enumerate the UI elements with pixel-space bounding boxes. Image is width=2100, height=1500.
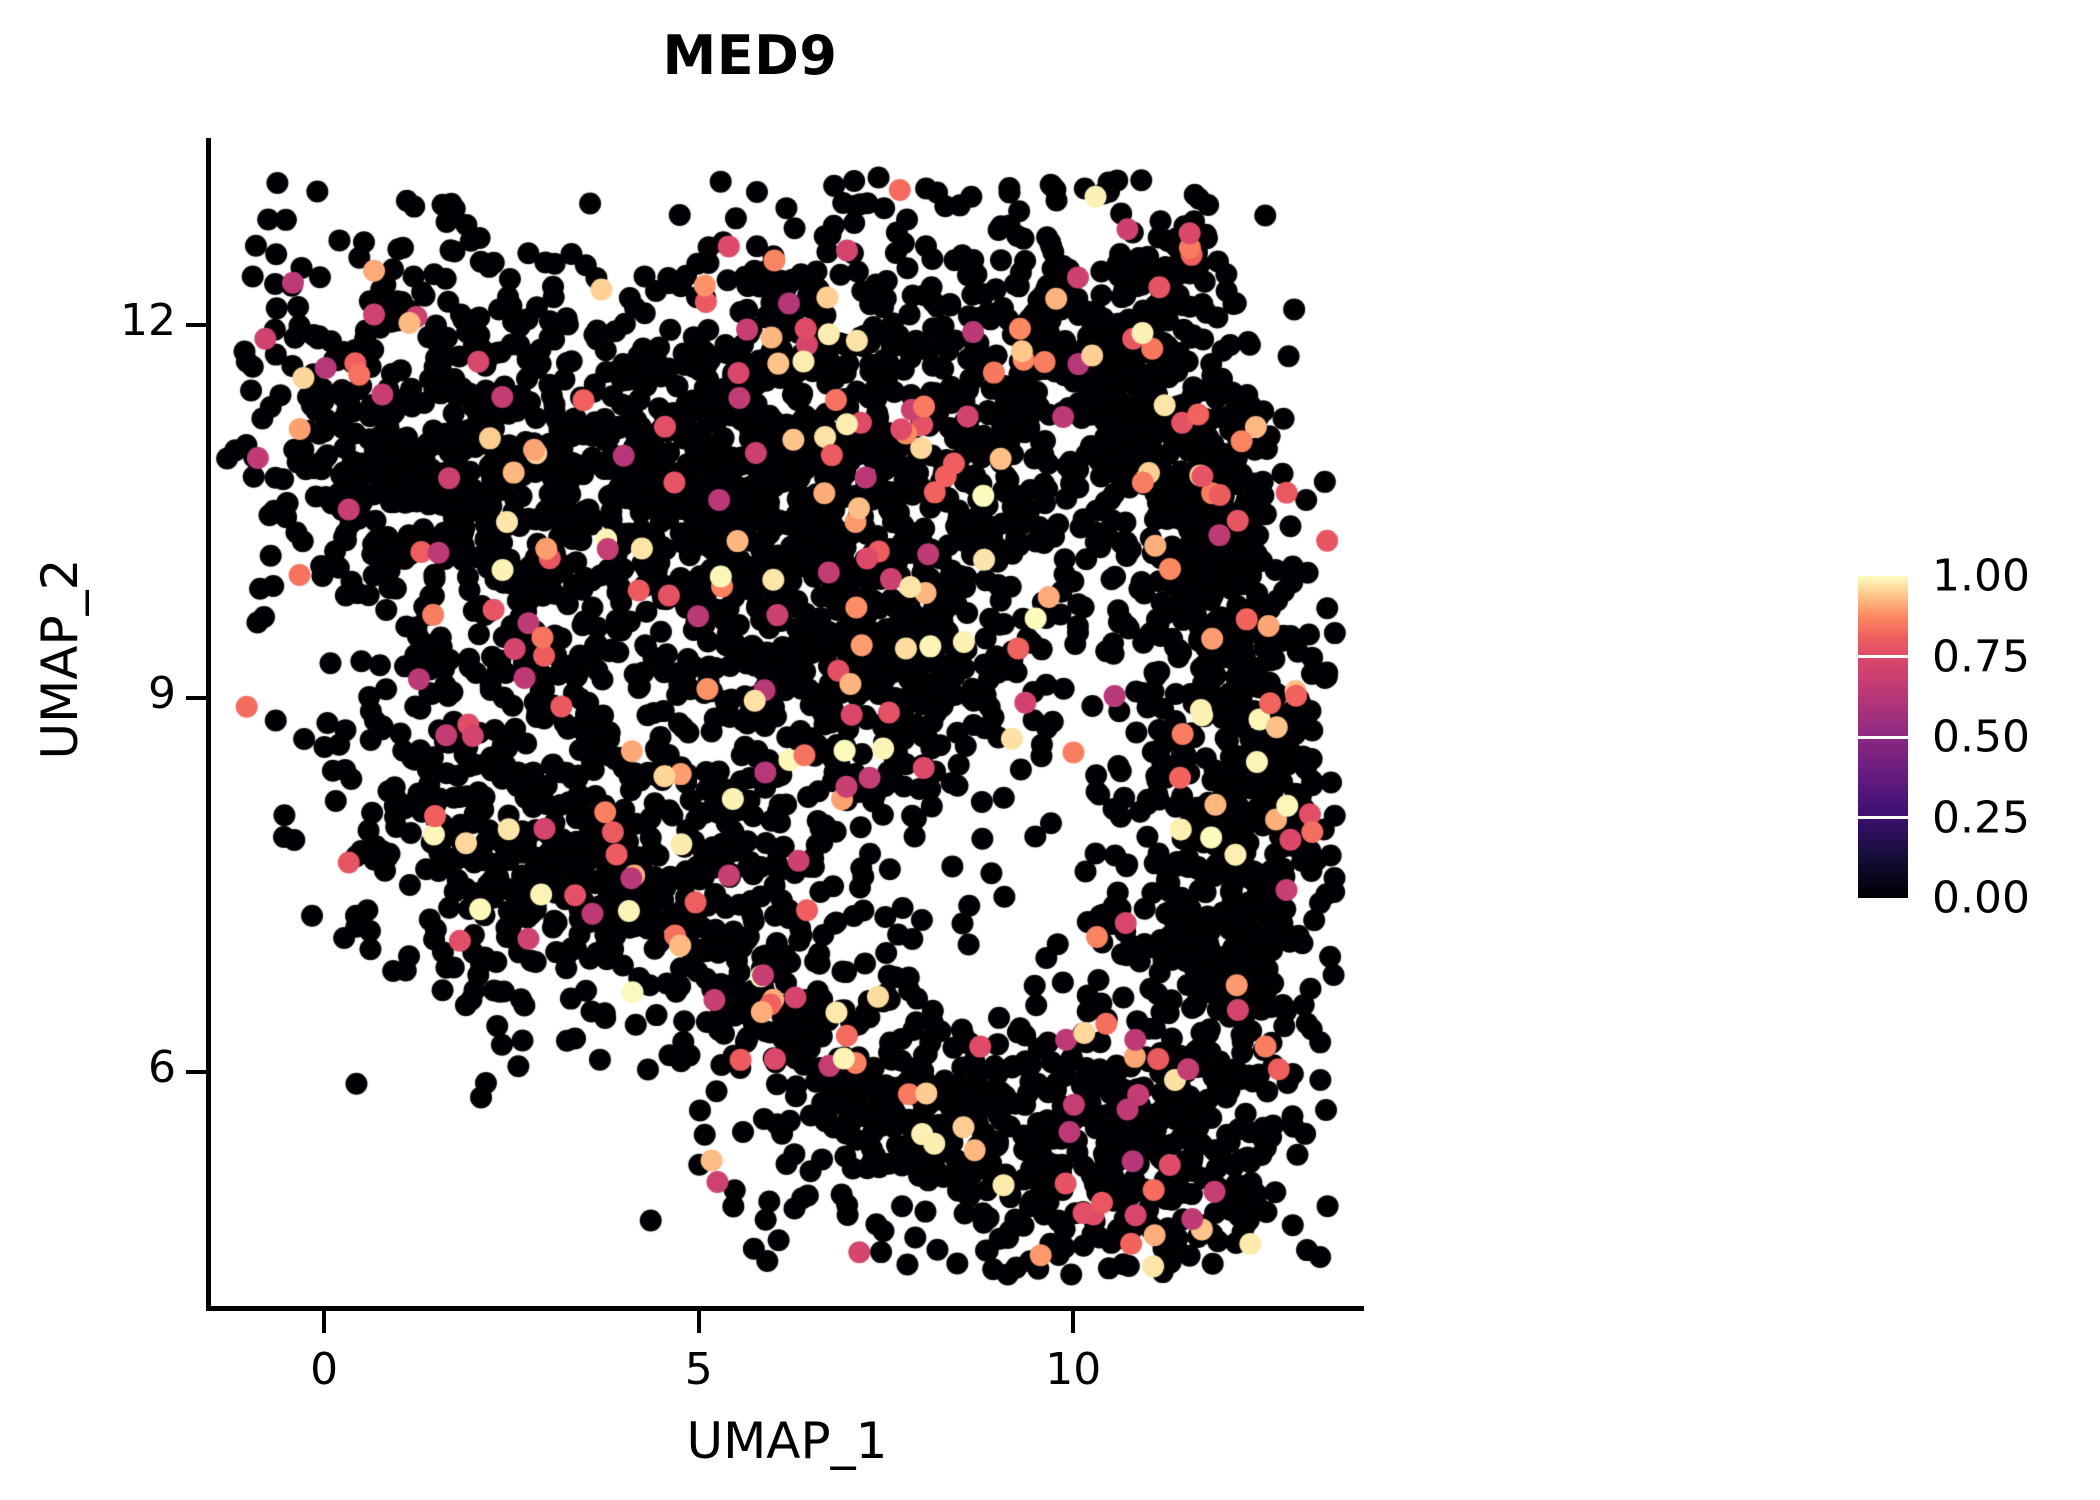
colorbar-tick-mark [1858, 816, 1908, 819]
colorbar-tick-mark [1858, 735, 1908, 739]
page-title: MED9 [662, 24, 838, 87]
x-tick-mark [696, 1311, 701, 1333]
colorbar-tick-mark [1858, 655, 1908, 658]
y-tick-label: 12 [120, 294, 176, 346]
colorbar-tick-label: 1.00 [1932, 550, 2030, 602]
y-tick-label: 6 [148, 1041, 176, 1093]
y-tick-mark [186, 322, 208, 327]
x-tick-label: 5 [684, 1344, 713, 1395]
x-tick-label: 10 [1045, 1344, 1102, 1395]
y-tick-mark [186, 696, 208, 701]
colorbar-tick-label: 0.50 [1932, 711, 2030, 763]
colorbar-tick-label: 0.00 [1932, 872, 2030, 924]
x-axis-spine [206, 1306, 1364, 1311]
x-axis-label: UMAP_1 [686, 1412, 888, 1470]
colorbar-tick-mark [1858, 895, 1908, 898]
colorbar-tick-label: 0.75 [1932, 631, 2030, 682]
y-tick-mark [186, 1069, 208, 1074]
x-tick-mark [1071, 1311, 1076, 1333]
y-axis-label: UMAP_2 [31, 558, 89, 760]
colorbar-tick-label: 0.25 [1932, 792, 2030, 843]
x-tick-label: 0 [310, 1344, 339, 1395]
y-tick-label: 9 [148, 668, 176, 720]
colorbar-tick-mark [1858, 576, 1908, 579]
scatter-plot-canvas [208, 138, 1358, 1308]
x-tick-mark [322, 1311, 327, 1333]
